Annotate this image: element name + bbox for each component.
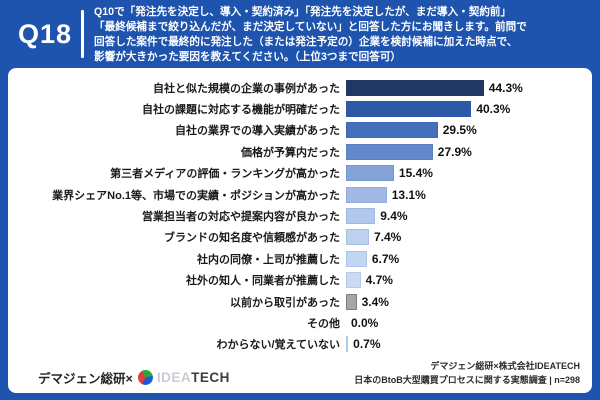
ideatech-logo-icon [137, 370, 153, 385]
brand-prefix: デマジェン総研× [38, 372, 133, 386]
chart-row: 価格が予算内だった 27.9% [8, 141, 582, 162]
category-label: 業界シェアNo.1等、市場での実績・ポジションが高かった [52, 189, 340, 202]
category-label: その他 [307, 317, 340, 330]
source-note: デマジェン総研×株式会社IDEATECH 日本のBtoB大型購買プロセスに関する… [354, 360, 580, 387]
bar [346, 79, 484, 96]
value-label: 4.7% [365, 273, 393, 288]
bar-area: 9.4% [346, 208, 582, 225]
chart-row: 自社と似た規模の企業の事例があった 44.3% [8, 77, 582, 98]
value-label: 0.0% [351, 315, 379, 330]
value-label: 6.7% [371, 251, 400, 266]
bar-area: 0.0% [346, 316, 582, 330]
chart-row: ブランドの知名度や信頼感があった 7.4% [8, 227, 582, 248]
bar [346, 101, 472, 118]
bar [346, 229, 369, 246]
value-label: 27.9% [437, 144, 472, 159]
bar-area: 6.7% [346, 250, 582, 267]
category-label: 自社と似た規模の企業の事例があった [153, 82, 340, 95]
question-text: Q10で「発注先を決定し、導入・契約済み」「発注先を決定したが、まだ導入・契約前… [94, 5, 527, 64]
source-line1: デマジェン総研×株式会社IDEATECH [430, 361, 580, 371]
chart-row: 自社の業界での導入実績があった 29.5% [8, 120, 582, 141]
category-label: 社内の同僚・上司が推薦した [197, 253, 340, 266]
chart-row: 第三者メディアの評価・ランキングが高かった 15.4% [8, 163, 582, 184]
bar [346, 250, 367, 267]
value-label: 7.4% [374, 230, 402, 245]
category-label: 価格が予算内だった [241, 146, 340, 159]
value-label: 29.5% [442, 123, 477, 138]
value-label: 3.4% [361, 294, 389, 309]
question-header: Q18 Q10で「発注先を決定し、導入・契約済み」「発注先を決定したが、まだ導入… [0, 0, 600, 68]
bar-area: 0.7% [346, 336, 582, 353]
bar [346, 143, 433, 160]
chart-row: その他 0.0% [8, 312, 582, 333]
category-label: 以前から取引があった [230, 296, 340, 309]
bar-area: 3.4% [346, 293, 582, 310]
bar [346, 272, 361, 289]
source-line2: 日本のBtoB大型購買プロセスに関する実態調査 | n=298 [354, 374, 580, 385]
chart-row: 社内の同僚・上司が推薦した 6.7% [8, 248, 582, 269]
bar [346, 336, 349, 353]
chart-row: わからない/覚えていない 0.7% [8, 334, 582, 355]
header-divider [81, 10, 85, 58]
footer: デマジェン総研× IDEA TECH デマジェン総研×株式会社IDEATECH … [38, 360, 580, 387]
value-label: 15.4% [398, 166, 433, 181]
chart-row: 以前から取引があった 3.4% [8, 291, 582, 312]
bar-area: 29.5% [346, 122, 582, 139]
bar-area: 13.1% [346, 186, 582, 203]
value-label: 0.7% [353, 337, 381, 352]
chart-row: 営業担当者の対応や提案内容が良かった 9.4% [8, 205, 582, 226]
category-label: ブランドの知名度や信頼感があった [164, 232, 340, 245]
category-label: 自社の課題に対応する機能が明確だった [142, 104, 340, 117]
bar-area: 27.9% [346, 143, 582, 160]
bar [346, 293, 357, 310]
bar [346, 208, 376, 225]
value-label: 44.3% [488, 80, 523, 95]
chart-panel: 自社と似た規模の企業の事例があった 44.3% 自社の課題に対応する機能が明確だった… [8, 68, 592, 393]
bar-area: 4.7% [346, 272, 582, 289]
bar [346, 122, 438, 139]
bar-area: 40.3% [346, 101, 582, 118]
category-label: わからない/覚えていない [216, 339, 340, 352]
category-label: 自社の業界での導入実績があった [175, 125, 340, 138]
bar [346, 165, 394, 182]
category-label: 第三者メディアの評価・ランキングが高かった [110, 168, 340, 181]
bar-area: 44.3% [346, 79, 582, 96]
value-label: 13.1% [391, 187, 426, 202]
bar-area: 7.4% [346, 229, 582, 246]
chart-row: 自社の課題に対応する機能が明確だった 40.3% [8, 98, 582, 119]
brand: デマジェン総研× IDEA TECH [38, 368, 230, 387]
value-label: 40.3% [476, 102, 511, 117]
bar [346, 186, 387, 203]
category-label: 営業担当者の対応や提案内容が良かった [142, 211, 340, 224]
bar-area: 15.4% [346, 165, 582, 182]
chart-row: 業界シェアNo.1等、市場での実績・ポジションが高かった 13.1% [8, 184, 582, 205]
question-number: Q18 [18, 18, 73, 49]
chart-rows: 自社と似た規模の企業の事例があった 44.3% 自社の課題に対応する機能が明確だった… [8, 77, 582, 355]
category-label: 社外の知人・同業者が推薦した [186, 275, 340, 288]
value-label: 9.4% [380, 209, 408, 224]
brand-tech: TECH [191, 370, 230, 385]
chart-row: 社外の知人・同業者が推薦した 4.7% [8, 270, 582, 291]
brand-idea: IDEA [156, 370, 192, 385]
